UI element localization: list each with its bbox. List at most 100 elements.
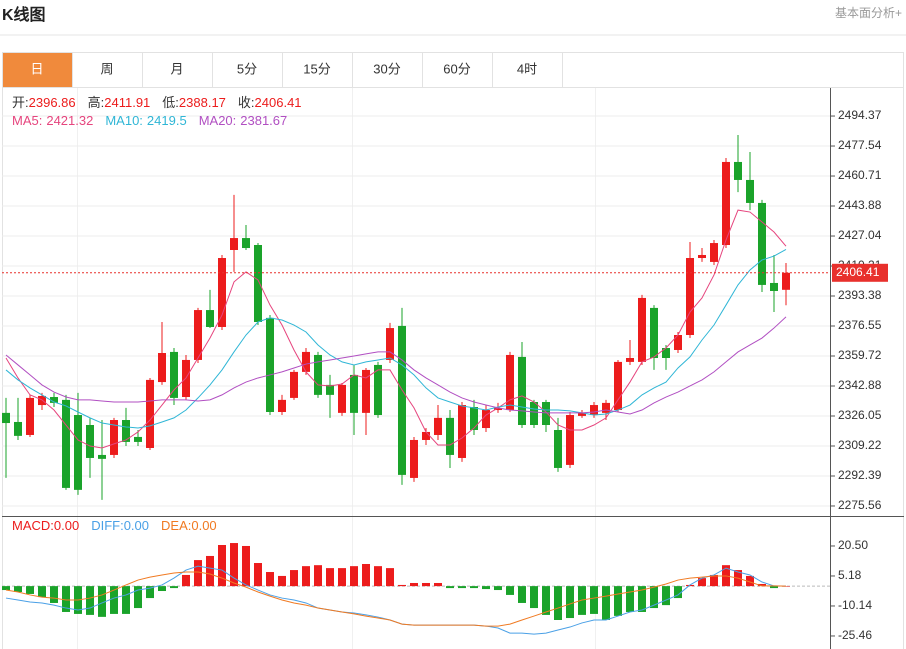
chart-frame	[2, 52, 904, 649]
macd-bar	[302, 566, 310, 587]
candle-body	[674, 335, 682, 350]
tab[interactable]	[2, 52, 73, 88]
macd-bar	[398, 584, 406, 587]
candle-body	[98, 454, 106, 459]
macd-bar	[470, 586, 478, 589]
candle-body	[710, 243, 718, 262]
candle-body	[698, 254, 706, 259]
ma-line	[5, 249, 787, 429]
tab-label[interactable]: 月	[170, 61, 183, 76]
tab[interactable]	[142, 52, 213, 88]
y-tick-label: 20.50	[838, 538, 868, 552]
y-tick-label: 2275.56	[838, 498, 882, 512]
macd-bar	[782, 586, 790, 587]
macd-bar	[542, 586, 550, 615]
macd-bar	[290, 570, 298, 587]
macd-bar	[50, 586, 58, 603]
analysis-link[interactable]: 基本面分析+	[835, 6, 902, 20]
candle-body	[158, 353, 166, 383]
y-tick-label: 5.18	[838, 568, 862, 582]
candle-body	[506, 354, 514, 411]
candle-body	[170, 351, 178, 398]
y-tick-label: 2460.71	[838, 168, 882, 182]
candle-body	[398, 325, 406, 475]
legend-value: 2421.32	[46, 113, 93, 128]
candle-body	[602, 402, 610, 413]
candle-body	[14, 421, 22, 436]
info-label: 开:	[12, 95, 29, 110]
macd-bar	[326, 568, 334, 587]
ma-line	[5, 316, 787, 415]
candle-body	[26, 397, 34, 435]
macd-bar	[194, 560, 202, 587]
candle-body	[650, 307, 658, 358]
candle-body	[542, 402, 550, 426]
page-title: K线图	[2, 5, 46, 24]
candle-body	[662, 348, 670, 358]
tab-label[interactable]: 60分	[443, 61, 470, 76]
candle-body	[746, 179, 754, 203]
legend-name: DIFF:	[91, 518, 124, 533]
macd-bar	[158, 586, 166, 592]
macd-bar	[746, 575, 754, 587]
tab-label[interactable]: 30分	[373, 61, 400, 76]
macd-bar	[758, 583, 766, 587]
macd-bar	[122, 586, 130, 614]
info-value: 2388.17	[179, 95, 226, 110]
tab-label[interactable]: 4时	[517, 61, 537, 76]
tab-label[interactable]: 5分	[237, 61, 257, 76]
macd-bar	[614, 586, 622, 616]
tab[interactable]	[72, 52, 143, 88]
candle-body	[410, 439, 418, 478]
candle-body	[446, 417, 454, 455]
info-value: 2406.41	[255, 95, 302, 110]
y-tick-label: 2376.55	[838, 318, 882, 332]
macd-bar	[386, 568, 394, 587]
tab[interactable]	[282, 52, 353, 88]
macd-bar	[62, 586, 70, 612]
candle-body	[422, 431, 430, 440]
last-price-label: 2406.41	[836, 265, 880, 279]
macd-bar	[710, 574, 718, 587]
macd-bar	[182, 574, 190, 587]
candle-body	[638, 297, 646, 362]
candle-body	[494, 407, 502, 411]
tab-label[interactable]: 周	[100, 61, 113, 76]
tab[interactable]	[352, 52, 423, 88]
macd-bar	[134, 586, 142, 609]
macd-bar	[314, 565, 322, 587]
macd-bar	[458, 586, 466, 589]
candle-body	[434, 417, 442, 435]
tab-label[interactable]: 日	[30, 61, 43, 76]
legend-name: MA5:	[12, 113, 42, 128]
candle-body	[626, 357, 634, 362]
tab[interactable]	[212, 52, 283, 88]
y-tick-label: 2477.54	[838, 138, 882, 152]
candle-body	[242, 238, 250, 249]
candle-body	[482, 410, 490, 429]
y-tick-label: 2443.88	[838, 198, 882, 212]
macd-bar	[446, 586, 454, 589]
macd-bar	[14, 586, 22, 592]
legend-name: MA20:	[199, 113, 237, 128]
tab[interactable]	[492, 52, 563, 88]
macd-bar	[26, 586, 34, 594]
candle-body	[386, 328, 394, 360]
candle-body	[86, 425, 94, 458]
candle-body	[722, 161, 730, 246]
legend-value: 0.00	[54, 518, 79, 533]
candle-body	[782, 272, 790, 290]
candle-body	[290, 371, 298, 398]
candle-body	[686, 258, 694, 336]
macd-bar	[230, 543, 238, 587]
candle-body	[770, 282, 778, 291]
macd-bar	[494, 586, 502, 591]
tab-label[interactable]: 15分	[303, 61, 330, 76]
macd-bar	[518, 586, 526, 603]
macd-bar	[374, 566, 382, 587]
legend-value: 0.00	[124, 518, 149, 533]
macd-bar	[206, 555, 214, 587]
candle-body	[326, 384, 334, 395]
candle-body	[278, 399, 286, 412]
